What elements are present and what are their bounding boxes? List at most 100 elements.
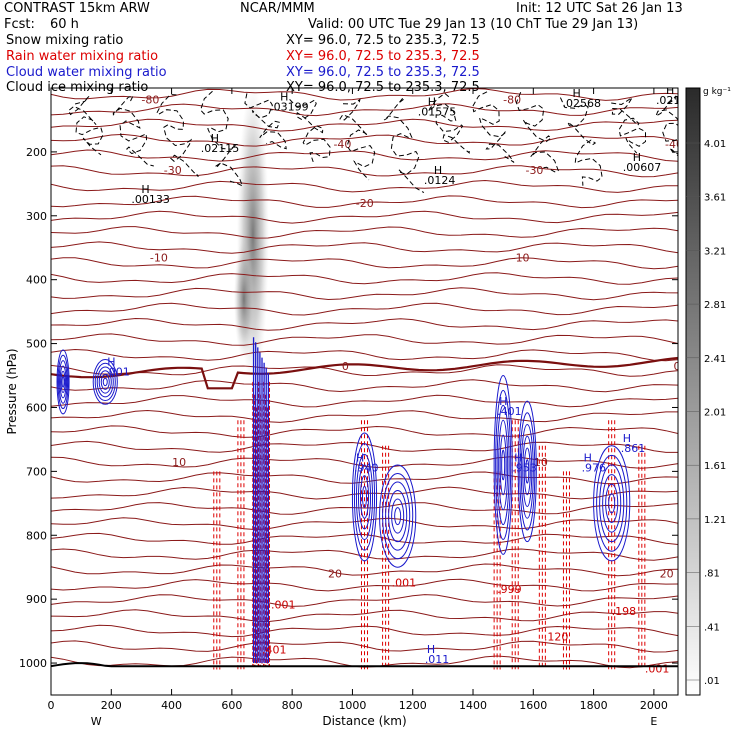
temperature-label: -80 <box>503 94 521 107</box>
cloud-water-contour <box>59 365 67 399</box>
ice-max-marker: H <box>666 84 674 97</box>
colorbar-label: 2.01 <box>704 408 726 419</box>
colorbar-label: 2.41 <box>704 354 726 365</box>
ice-max-label: .00607 <box>623 161 662 174</box>
x-tick-label: 2000 <box>640 699 668 712</box>
cloud-water-contour <box>493 375 513 555</box>
cloud-ice-contour <box>339 98 376 181</box>
cloud-water-max-marker: H <box>107 356 115 369</box>
temperature-contour <box>51 103 678 117</box>
cloud-ice-contour <box>112 95 154 167</box>
y-tick-label: 900 <box>26 593 47 606</box>
cloud-water-contour <box>501 449 506 481</box>
temperature-contour <box>51 364 678 377</box>
x-tick-label: 1200 <box>399 699 427 712</box>
ice-max-marker: H <box>434 164 442 177</box>
cloud-water-contour <box>92 359 118 405</box>
cloud-ice-contour <box>244 93 287 150</box>
temperature-contour <box>51 317 678 331</box>
cloud-water-contour <box>520 424 534 519</box>
cloud-water-contour <box>599 464 625 543</box>
temperature-contour <box>51 179 678 193</box>
forecast-label: Fcst: <box>4 17 35 32</box>
temperature-label: 10 <box>172 456 186 469</box>
cloud-water-max-label: .953 <box>512 461 537 474</box>
rain-max-label: .001 <box>645 663 670 676</box>
cloud-ice-contour <box>289 99 331 163</box>
temperature-contour <box>51 210 678 224</box>
cloud-water-contour <box>496 404 510 526</box>
x-tick-label: 200 <box>101 699 122 712</box>
cloud-water-contour <box>596 454 628 552</box>
temperature-label: -40 <box>333 138 351 151</box>
temperature-contour <box>51 88 678 101</box>
init-time: Init: 12 UTC Sat 26 Jan 13 <box>516 1 683 16</box>
temperature-contour <box>51 578 678 592</box>
field-xy-snow: XY= 96.0, 72.5 to 235.3, 72.5 <box>286 33 480 48</box>
cloud-water-max-label: .401 <box>497 405 522 418</box>
ice-max-marker: H <box>141 183 149 196</box>
freezing-level-contour <box>51 356 678 390</box>
center-title: NCAR/MMM <box>240 1 315 16</box>
temperature-contour <box>51 287 678 301</box>
temperature-label: -10 <box>150 251 168 264</box>
ice-max-marker: H <box>428 95 436 108</box>
cloud-water-contour <box>102 377 108 387</box>
y-axis-label: Pressure (hPa) <box>5 348 19 434</box>
temperature-contour <box>51 133 678 147</box>
cloud-ice-contour <box>383 98 425 194</box>
cloud-water-contour <box>61 376 65 388</box>
cloud-water-contour <box>57 354 69 410</box>
colorbar-label: 1.21 <box>704 515 726 526</box>
ice-max-label: .02568 <box>562 97 601 110</box>
cloud-water-contour <box>525 459 530 484</box>
ice-max-label: .0124 <box>424 174 456 187</box>
temperature-contour <box>51 409 678 423</box>
rain-max-label: .999 <box>497 583 522 596</box>
rain-max-label: .198 <box>612 605 637 618</box>
rain-max-label: .401 <box>262 643 287 656</box>
colorbar-label: .01 <box>704 676 720 687</box>
temperature-contour <box>51 149 678 162</box>
ice-max-label: .02115 <box>201 142 240 155</box>
west-label: W <box>91 715 102 728</box>
temperature-label: -10 <box>512 251 530 264</box>
cloud-water-contour <box>519 412 536 531</box>
temperature-label: -80 <box>141 94 159 107</box>
cloud-ice-contour <box>67 96 104 156</box>
model-title: CONTRAST 15km ARW <box>4 1 150 16</box>
y-tick-label: 500 <box>26 338 47 351</box>
temperature-contour <box>51 118 678 132</box>
temperature-contour <box>51 379 678 393</box>
cloud-water-contour <box>357 464 372 530</box>
cloud-water-contour <box>523 447 531 496</box>
temperature-contour <box>51 333 678 346</box>
temperature-contour <box>51 594 678 607</box>
cloud-water-max-label: .011 <box>425 653 450 666</box>
cloud-water-contour <box>608 493 616 514</box>
colorbar-label: 1.61 <box>704 461 726 472</box>
cloud-water-contour <box>382 472 414 560</box>
temperature-label: -30 <box>525 164 543 177</box>
x-tick-label: 1600 <box>519 699 547 712</box>
cloud-ice-contour <box>559 97 603 186</box>
ice-max-marker: H <box>211 132 219 145</box>
cloud-water-contour <box>58 360 68 404</box>
field-xy-rain: XY= 96.0, 72.5 to 235.3, 72.5 <box>286 49 480 64</box>
cloud-water-max-label: .861 <box>621 442 646 455</box>
y-tick-label: 1000 <box>19 657 47 670</box>
cloud-water-max-label: .976 <box>582 461 607 474</box>
field-name-snow: Snow mixing ratio <box>6 33 124 48</box>
x-tick-label: 0 <box>48 699 55 712</box>
cloud-water-contour <box>96 366 114 398</box>
temperature-label: 20 <box>328 568 342 581</box>
temperature-contour <box>51 241 678 254</box>
temperature-label: 0 <box>342 360 349 373</box>
cloud-ice-contour <box>472 91 515 163</box>
cloud-water-max-label: .001 <box>105 366 129 379</box>
colorbar-label: 4.01 <box>704 139 726 150</box>
temperature-contour <box>51 165 678 178</box>
temperature-contour <box>51 348 678 362</box>
cloud-water-max-marker: H <box>499 395 507 408</box>
cloud-water-contour <box>98 370 112 394</box>
